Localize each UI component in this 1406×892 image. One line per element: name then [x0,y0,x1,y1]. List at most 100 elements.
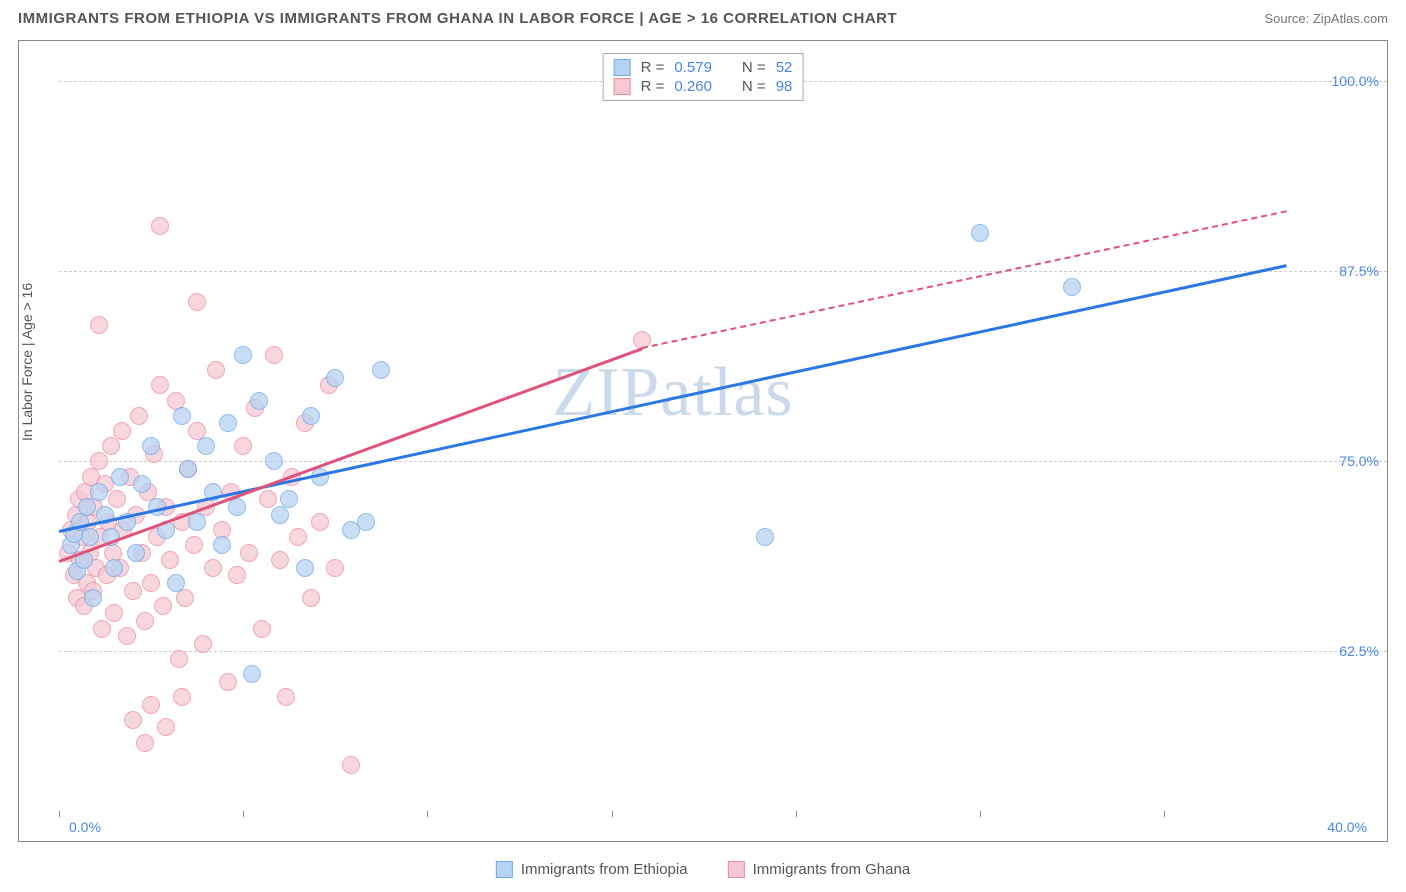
data-point [93,620,111,638]
data-point [302,589,320,607]
data-point [243,665,261,683]
data-point [102,437,120,455]
x-tick [427,811,428,817]
data-point [342,756,360,774]
y-tick-label: 75.0% [1339,453,1379,469]
data-point [213,536,231,554]
data-point [84,589,102,607]
watermark: ZIPatlas [552,353,793,433]
data-point [756,528,774,546]
n-label: N = [742,59,766,76]
r-label: R = [641,59,665,76]
x-tick [612,811,613,817]
chart-title: IMMIGRANTS FROM ETHIOPIA VS IMMIGRANTS F… [18,10,897,27]
x-axis-min-label: 0.0% [69,819,101,835]
data-point [197,437,215,455]
data-point [277,688,295,706]
data-point [142,437,160,455]
data-point [167,574,185,592]
data-point [1063,278,1081,296]
series-name: Immigrants from Ethiopia [521,861,688,878]
data-point [142,696,160,714]
data-point [124,711,142,729]
x-tick [980,811,981,817]
data-point [302,407,320,425]
data-point [280,490,298,508]
chart-area: In Labor Force | Age > 16 ZIPatlas 62.5%… [18,40,1388,842]
x-tick [796,811,797,817]
data-point [173,407,191,425]
y-axis-title: In Labor Force | Age > 16 [19,283,35,441]
data-point [234,437,252,455]
data-point [311,513,329,531]
data-point [250,392,268,410]
data-point [161,551,179,569]
correlation-legend: R = 0.579 N = 52 R = 0.260 N = 98 [603,53,804,101]
data-point [154,597,172,615]
legend-swatch [496,861,513,878]
data-point [151,376,169,394]
gridline [59,651,1387,652]
data-point [108,490,126,508]
data-point [296,559,314,577]
data-point [234,346,252,364]
data-point [265,452,283,470]
data-point [90,483,108,501]
data-point [289,528,307,546]
data-point [81,528,99,546]
data-point [105,559,123,577]
x-axis-max-label: 40.0% [1327,819,1367,835]
legend-swatch [614,78,631,95]
data-point [133,475,151,493]
y-tick-label: 62.5% [1339,643,1379,659]
data-point [372,361,390,379]
series-name: Immigrants from Ghana [753,861,911,878]
data-point [188,513,206,531]
data-point [176,589,194,607]
data-point [151,217,169,235]
data-point [127,544,145,562]
data-point [265,346,283,364]
series-legend-item: Immigrants from Ethiopia [496,861,688,878]
series-legend-item: Immigrants from Ghana [728,861,911,878]
data-point [271,506,289,524]
gridline [59,461,1387,462]
data-point [105,604,123,622]
data-point [259,490,277,508]
x-tick [59,811,60,817]
n-label: N = [742,78,766,95]
data-point [90,452,108,470]
data-point [228,566,246,584]
data-point [124,582,142,600]
data-point [207,361,225,379]
y-tick-label: 100.0% [1332,73,1379,89]
x-tick [1164,811,1165,817]
r-value: 0.579 [674,59,712,76]
data-point [357,513,375,531]
n-value: 98 [776,78,793,95]
data-point [204,559,222,577]
data-point [253,620,271,638]
legend-swatch [614,59,631,76]
plot-region: ZIPatlas 62.5%75.0%87.5%100.0% [59,51,1287,811]
data-point [142,574,160,592]
data-point [326,559,344,577]
data-point [240,544,258,562]
series-legend: Immigrants from Ethiopia Immigrants from … [496,861,910,878]
data-point [136,612,154,630]
n-value: 52 [776,59,793,76]
data-point [78,498,96,516]
data-point [113,422,131,440]
data-point [157,718,175,736]
x-tick [243,811,244,817]
r-value: 0.260 [674,78,712,95]
legend-row: R = 0.579 N = 52 [614,58,793,77]
data-point [130,407,148,425]
data-point [170,650,188,668]
data-point [219,414,237,432]
data-point [326,369,344,387]
data-point [188,293,206,311]
y-tick-label: 87.5% [1339,263,1379,279]
data-point [118,627,136,645]
r-label: R = [641,78,665,95]
